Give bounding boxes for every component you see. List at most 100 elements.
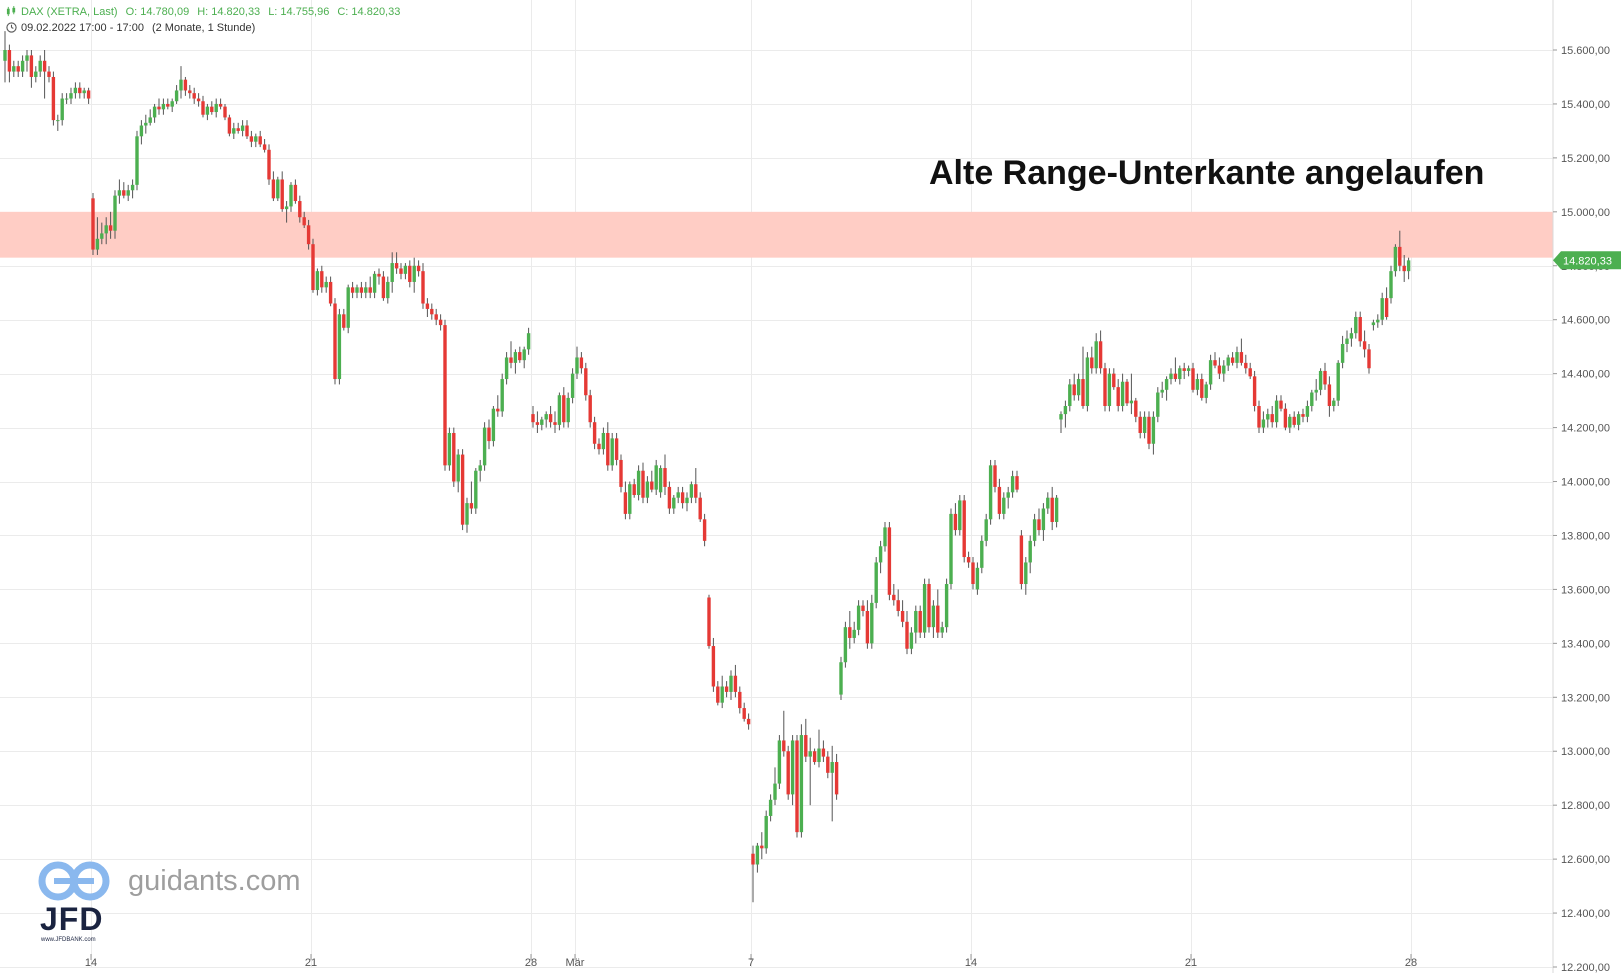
candle (966, 551, 971, 568)
candle-body (267, 149, 271, 180)
candle (254, 133, 258, 148)
candle-body (1398, 246, 1402, 266)
candle-body (702, 519, 707, 541)
candle (447, 427, 452, 471)
candle-body (1002, 497, 1006, 514)
candle-body (214, 103, 218, 113)
open-value: O: 14.780,09 (125, 6, 190, 18)
candle (1274, 395, 1279, 428)
candle-body (500, 379, 504, 412)
candle (434, 308, 438, 326)
candle (522, 346, 526, 369)
candle-body (223, 106, 227, 118)
candle-body (1019, 535, 1024, 585)
candle-body (139, 125, 144, 137)
instrument-name[interactable]: DAX (XETRA, Last) (21, 6, 118, 18)
candle-body (78, 87, 82, 94)
candle-body (100, 233, 104, 239)
candle-body (1046, 497, 1050, 509)
y-tick-label: 13.400,00 (1561, 638, 1610, 650)
candle (808, 737, 812, 806)
low-value: L: 14.755,96 (268, 6, 330, 18)
candle-body (1226, 357, 1230, 366)
candle-body (773, 783, 777, 800)
candle (1270, 406, 1274, 428)
candle (408, 260, 412, 288)
candle-body (122, 190, 126, 196)
candle-body (786, 751, 790, 795)
candle-body (795, 740, 799, 833)
candle-body (971, 562, 975, 585)
candle-body (878, 546, 883, 563)
candle (1332, 397, 1336, 412)
candle-body (997, 486, 1002, 514)
candle-body (25, 55, 29, 61)
candle-body (280, 179, 284, 210)
candle (531, 406, 535, 428)
candle-body (909, 632, 914, 649)
candle-body (601, 432, 606, 450)
candle-body (1006, 492, 1010, 498)
candle (223, 103, 227, 121)
candle-body (641, 470, 645, 498)
candle-body (1059, 414, 1063, 420)
candle-body (113, 195, 117, 231)
candle-body (443, 325, 447, 466)
candle (1213, 352, 1217, 369)
candle (469, 481, 474, 514)
candle (174, 85, 179, 104)
candle (399, 263, 403, 280)
candle (51, 71, 56, 126)
candle-body (487, 427, 491, 442)
candle (504, 352, 509, 385)
candle-body (1081, 379, 1085, 407)
candle-body (1274, 400, 1279, 423)
candle-body (377, 273, 381, 277)
candle-body (526, 333, 531, 350)
ohlc-header: DAX (XETRA, Last) O: 14.780,09 H: 14.820,3… (6, 6, 408, 18)
candle-body (870, 602, 874, 644)
candle-body (632, 484, 636, 496)
candle-body (694, 484, 698, 498)
candle (108, 211, 113, 239)
candle (1195, 373, 1200, 396)
candle (377, 268, 381, 285)
candle (980, 535, 984, 574)
candle (1076, 373, 1081, 401)
candle (1081, 346, 1085, 409)
candle (650, 470, 654, 493)
candle (430, 303, 434, 320)
candle-body (900, 610, 905, 622)
price-tag-label: 14.820,33 (1563, 255, 1612, 267)
candle-body (1279, 400, 1283, 409)
candle-body (1345, 338, 1349, 344)
jfd-url: www.JFDBANK.com (41, 937, 96, 943)
candle-body (29, 55, 34, 77)
candle (1024, 557, 1028, 595)
candle (865, 600, 870, 649)
candle-body (821, 748, 826, 757)
candle (1226, 354, 1230, 371)
grid-lines (0, 0, 1553, 968)
candle (1230, 352, 1235, 366)
candle-body (1191, 368, 1195, 390)
candle-body (1208, 360, 1213, 385)
candle (1208, 354, 1213, 390)
candle-body (1160, 389, 1164, 393)
candle-body (342, 314, 346, 328)
candle-body (949, 513, 953, 585)
candle (1169, 368, 1173, 385)
candle (830, 745, 834, 822)
candle (1147, 411, 1151, 450)
candle (614, 432, 619, 466)
candle (1142, 411, 1147, 439)
x-tick-label: 7 (748, 957, 754, 969)
candle (702, 513, 707, 547)
candle-body (623, 492, 628, 514)
candle (20, 55, 25, 77)
candle (839, 656, 843, 700)
candle-body (390, 263, 394, 282)
candle-body (1358, 317, 1362, 342)
candle (60, 93, 64, 126)
